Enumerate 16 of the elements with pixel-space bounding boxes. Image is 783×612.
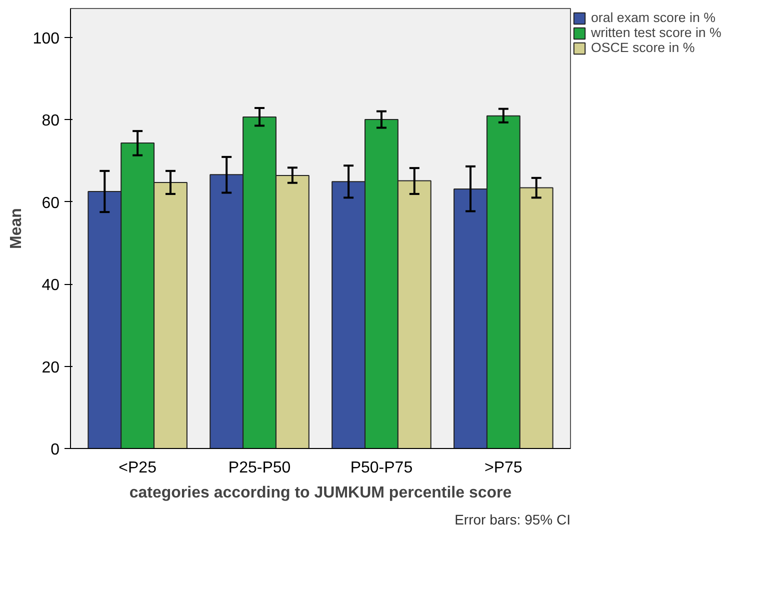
x-tick-label: <P25 [118, 460, 157, 476]
y-tick-label: 0 [50, 442, 60, 458]
y-axis-title: Mean [8, 208, 25, 249]
y-tick-label: 40 [42, 277, 60, 294]
x-axis-title: categories according to JUMKUM percentile score [129, 484, 512, 502]
x-tick-label: P25-P50 [228, 460, 291, 476]
legend-label: written test score in % [591, 25, 722, 40]
legend-label: oral exam score in % [591, 10, 716, 25]
x-tick-label: >P75 [484, 460, 522, 476]
y-tick-label: 20 [42, 359, 60, 376]
y-tick-label: 100 [32, 30, 60, 48]
legend-label: OSCE score in % [591, 40, 695, 55]
y-tick-label: 80 [42, 112, 60, 130]
x-tick-label: P50-P75 [350, 460, 413, 476]
text: Error bars: 95% CI [454, 512, 571, 528]
y-tick-label: 60 [42, 194, 60, 212]
